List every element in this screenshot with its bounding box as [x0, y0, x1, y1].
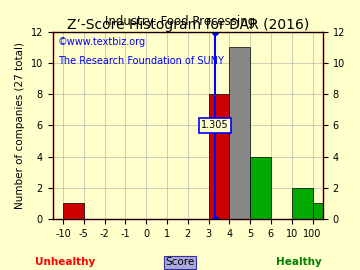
- Text: Healthy: Healthy: [276, 257, 322, 267]
- Text: The Research Foundation of SUNY: The Research Foundation of SUNY: [58, 56, 224, 66]
- Bar: [208, 94, 229, 219]
- Bar: [63, 204, 84, 219]
- Y-axis label: Number of companies (27 total): Number of companies (27 total): [15, 42, 25, 209]
- Text: Score: Score: [165, 257, 195, 267]
- Title: Z’-Score Histogram for DAR (2016): Z’-Score Histogram for DAR (2016): [67, 18, 309, 32]
- Bar: [229, 47, 250, 219]
- Bar: [250, 157, 271, 219]
- Bar: [312, 204, 333, 219]
- Bar: [292, 188, 312, 219]
- Text: Unhealthy: Unhealthy: [35, 257, 95, 267]
- Text: 1.305: 1.305: [201, 120, 229, 130]
- Text: ©www.textbiz.org: ©www.textbiz.org: [58, 37, 146, 47]
- Text: Industry: Food Processing: Industry: Food Processing: [105, 15, 255, 28]
